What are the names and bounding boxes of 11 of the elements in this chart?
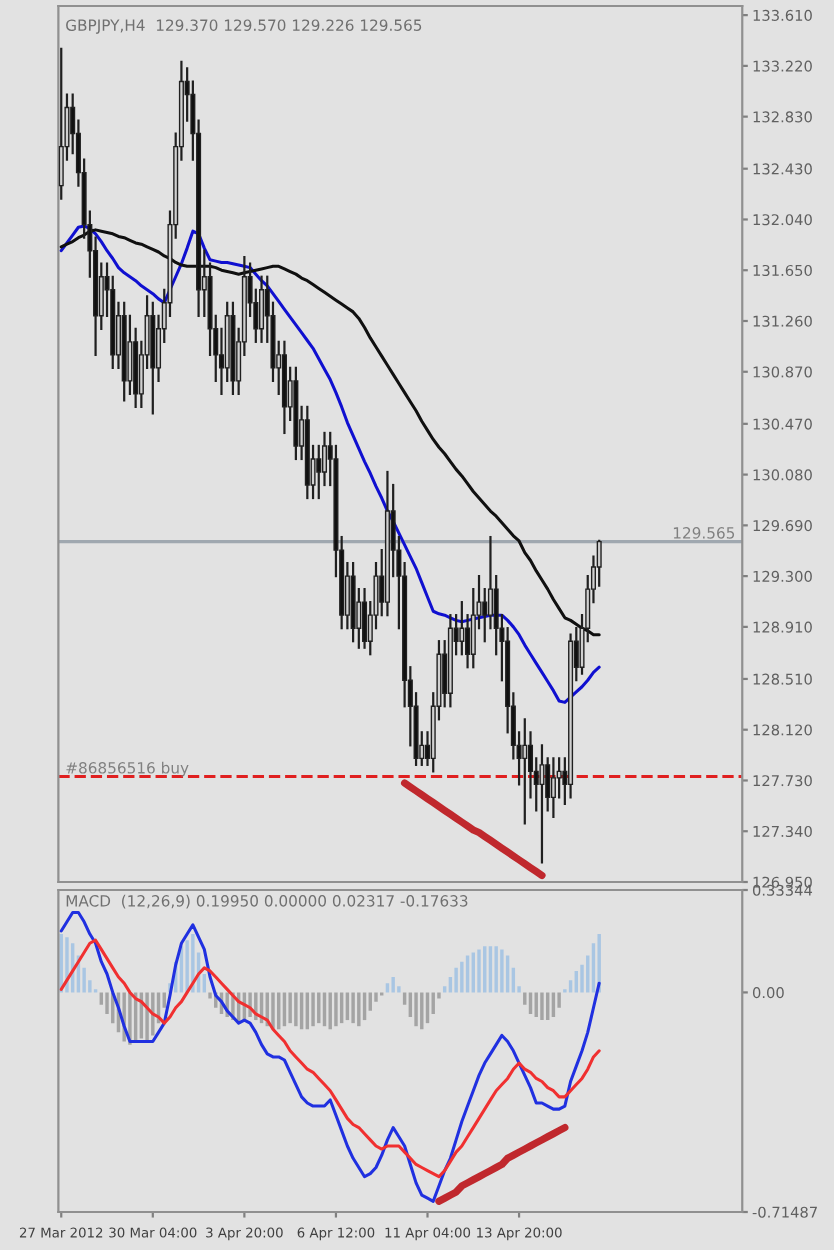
candlestick	[539, 744, 545, 864]
line-series	[435, 1123, 569, 1205]
candlestick	[58, 47, 64, 200]
line-series	[59, 938, 601, 1179]
candlestick	[127, 314, 133, 395]
candlestick	[362, 588, 368, 649]
line-series	[59, 911, 601, 1203]
candlestick	[522, 718, 528, 825]
line-series	[401, 779, 546, 880]
candlestick	[550, 757, 556, 819]
candlestick	[259, 275, 265, 343]
